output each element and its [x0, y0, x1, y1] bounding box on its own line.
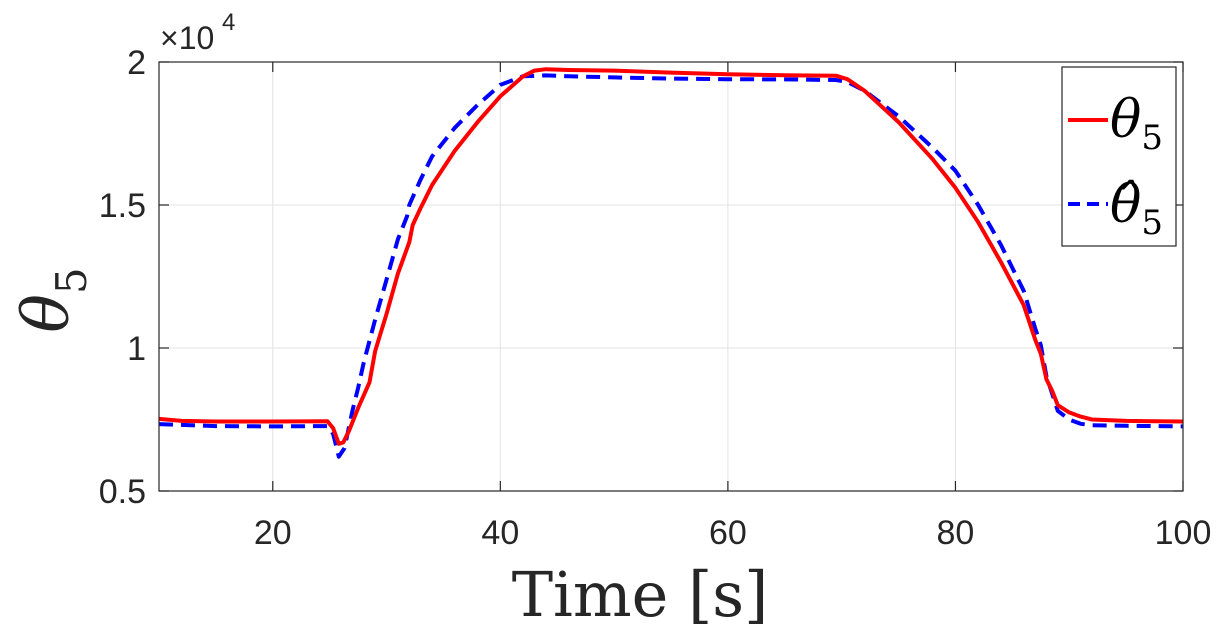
legend: θ5 θ̂5: [1061, 66, 1177, 247]
y-axis-label-main: θ: [10, 294, 84, 333]
grid: [159, 61, 1184, 492]
y-tick-label: 0.5: [99, 473, 146, 511]
legend-entry-theta5-hat: θ̂5: [1110, 175, 1163, 243]
y-axis-exponent: ×10 4: [160, 9, 235, 56]
legend-theta5-hat-main: θ̂: [1110, 175, 1141, 235]
y-axis-label: θ5: [10, 267, 96, 332]
legend-theta5-main: θ: [1110, 90, 1141, 150]
legend-entry-theta5: θ5: [1110, 90, 1163, 158]
plot-frame: [158, 61, 1184, 492]
legend-theta5-hat-sub: 5: [1141, 203, 1163, 243]
y-tick-label: 1.5: [99, 187, 146, 225]
axis-ticks: 20 40 60 80 100 0.5 1 1.5 2: [99, 44, 1212, 552]
x-tick-label: 100: [1155, 514, 1212, 552]
y-axis-label-sub: 5: [47, 267, 96, 294]
y-exponent-power: 4: [222, 9, 235, 36]
plot-lines: [158, 67, 1184, 459]
legend-box: [1061, 66, 1177, 247]
legend-theta5-sub: 5: [1141, 118, 1163, 158]
svg-text:θ5: θ5: [10, 267, 96, 332]
series-line-theta5-hat: [158, 73, 1184, 459]
x-tick-label: 80: [937, 514, 975, 552]
y-tick-label: 2: [127, 44, 146, 82]
x-tick-label: 20: [254, 514, 292, 552]
x-tick-label: 60: [709, 514, 747, 552]
x-axis-label: Time [s]: [512, 558, 769, 631]
y-tick-label: 1: [127, 330, 146, 368]
series-line-theta5: [158, 67, 1184, 446]
y-exponent-base: ×10: [160, 20, 214, 56]
x-tick-label: 40: [481, 514, 519, 552]
